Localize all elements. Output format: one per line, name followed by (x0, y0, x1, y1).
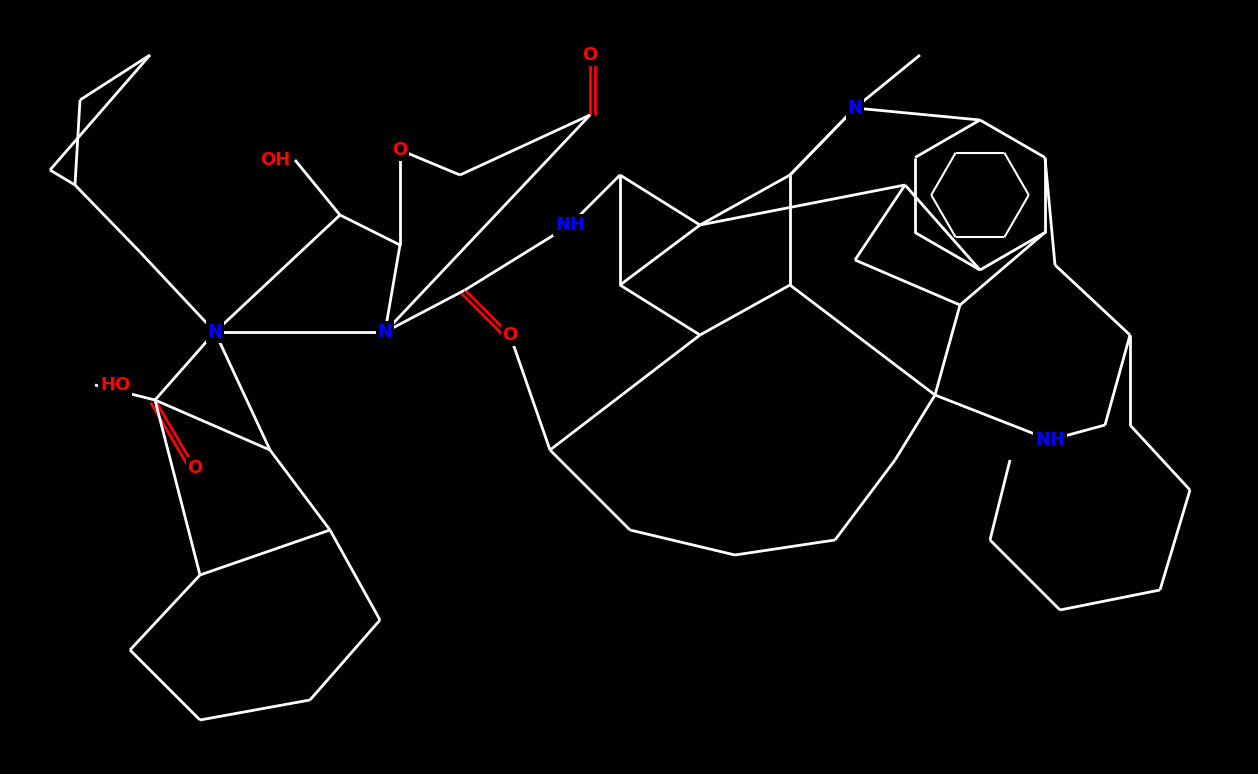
Text: O: O (502, 326, 517, 344)
Text: HO: HO (99, 376, 131, 394)
Text: OH: OH (259, 151, 291, 169)
Text: N: N (377, 323, 392, 341)
Text: N: N (848, 99, 863, 117)
Text: N: N (208, 323, 223, 341)
Text: O: O (392, 141, 408, 159)
Text: NH: NH (1035, 431, 1066, 449)
Text: O: O (187, 459, 203, 477)
Text: O: O (582, 46, 598, 64)
Text: NH: NH (555, 216, 585, 234)
